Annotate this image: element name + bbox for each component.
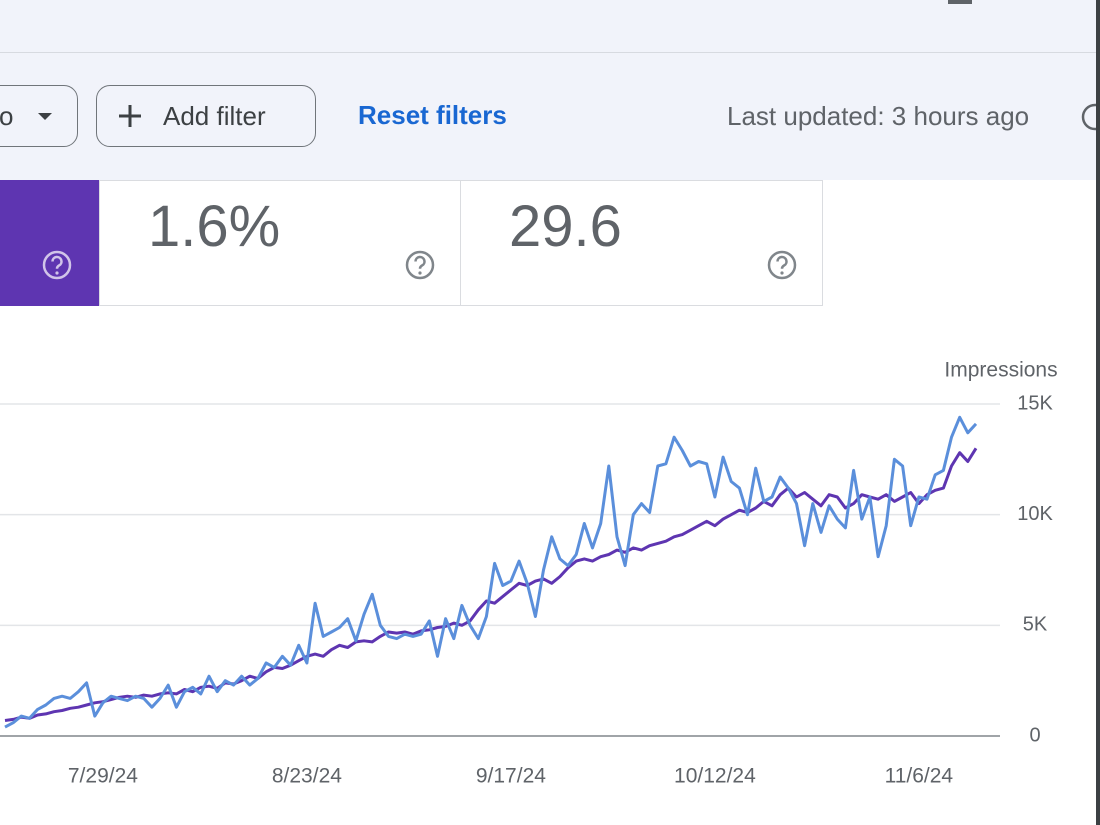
help-icon[interactable] bbox=[766, 249, 798, 281]
filter-chip[interactable]: o bbox=[0, 85, 78, 147]
help-icon[interactable] bbox=[41, 249, 73, 281]
metric-card-selected[interactable] bbox=[0, 180, 99, 306]
metric-card[interactable]: 29.6 bbox=[460, 180, 823, 306]
y-tick-label: 5K bbox=[1023, 614, 1048, 636]
x-tick-label: 11/6/24 bbox=[885, 765, 954, 788]
last-updated: Last updated: 3 hours ago bbox=[727, 101, 1030, 131]
plus-icon bbox=[119, 105, 141, 127]
y-tick-label: 10K bbox=[1017, 503, 1053, 525]
filter-bar bbox=[0, 53, 1100, 180]
x-tick-label: 8/23/24 bbox=[272, 765, 342, 788]
dropdown-arrow bbox=[38, 113, 53, 120]
y-tick-label: 0 bbox=[1029, 724, 1040, 746]
x-tick-label: 10/12/24 bbox=[674, 765, 756, 788]
menu-icon[interactable] bbox=[948, 0, 972, 4]
chip-text: o bbox=[0, 100, 14, 131]
chart: Impressions 0 5K 10K 15K 7/29/24 8/23/24 9/17/… bbox=[0, 359, 1058, 788]
x-tick-label: 7/29/24 bbox=[68, 765, 138, 788]
window-edge bbox=[1096, 0, 1100, 825]
series-line bbox=[4, 447, 978, 722]
metric-value: 1.6% bbox=[148, 194, 281, 259]
help-icon[interactable] bbox=[1080, 101, 1096, 133]
metric-card[interactable]: 1.6% bbox=[99, 180, 461, 306]
reset-filters-link[interactable]: Reset filters bbox=[358, 100, 507, 130]
button-label: Add filter bbox=[163, 100, 266, 131]
y-tick-label: 15K bbox=[1017, 392, 1053, 414]
add-filter-button[interactable]: Add filter bbox=[96, 85, 316, 147]
x-tick-label: 9/17/24 bbox=[476, 765, 546, 788]
series-line bbox=[4, 415, 978, 729]
help-icon[interactable] bbox=[404, 249, 436, 281]
top-bar bbox=[0, 0, 1100, 53]
y-axis-label: Impressions bbox=[944, 359, 1057, 382]
metric-value: 29.6 bbox=[509, 194, 622, 259]
